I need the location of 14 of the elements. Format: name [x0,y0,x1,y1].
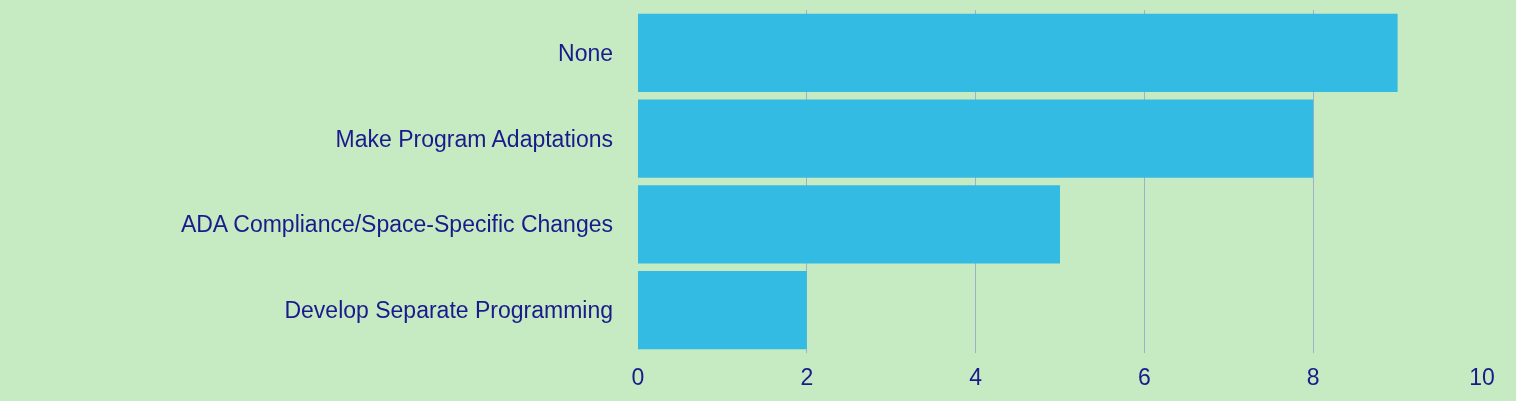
bar [638,13,1398,92]
bar [638,99,1314,178]
y-tick-label: Make Program Adaptations [335,125,613,152]
y-tick-label: Develop Separate Programming [284,297,613,324]
x-tick-label: 8 [1306,364,1320,390]
bar [638,271,807,350]
x-tick-label: 6 [1138,364,1151,390]
x-tick-label: 2 [800,364,814,390]
y-tick-label: None [558,39,613,66]
bar [638,185,1060,264]
x-tick-label: 10 [1469,364,1495,390]
y-tick-label: ADA Compliance/Space-Specific Changes [180,211,613,238]
x-tick-label: 0 [631,364,645,390]
x-tick-label: 4 [969,364,983,390]
